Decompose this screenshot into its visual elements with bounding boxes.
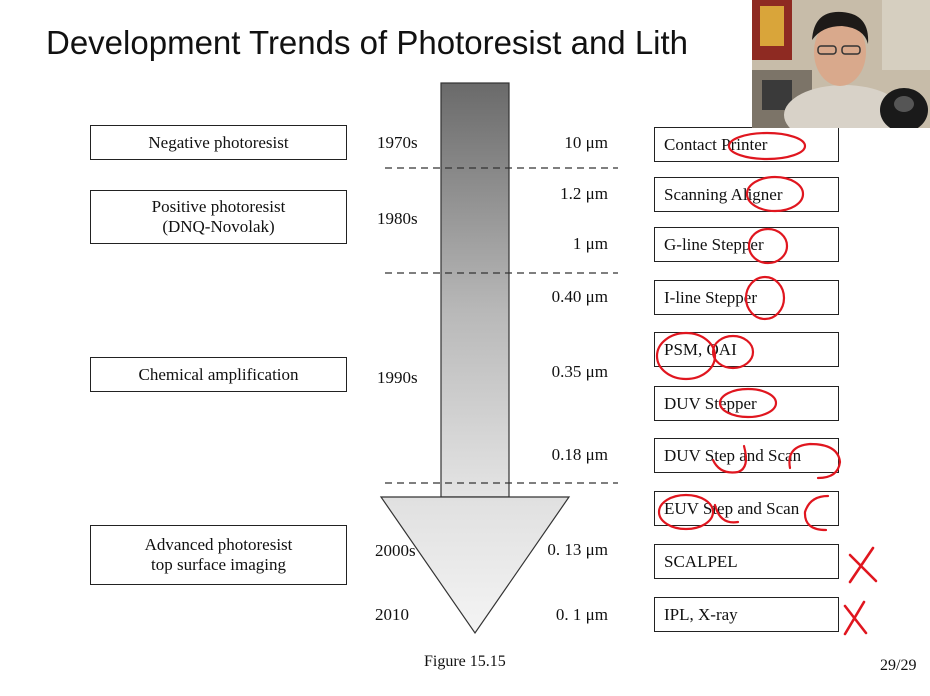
tool-box: DUV Stepper bbox=[654, 386, 839, 421]
annotation-circle bbox=[727, 131, 807, 161]
annotation-circle bbox=[747, 227, 789, 265]
feature-size: 0.18 μm bbox=[551, 445, 608, 464]
resist-box-negative: Negative photoresist bbox=[90, 125, 347, 160]
resist-box-positive: Positive photoresist (DNQ-Novolak) bbox=[90, 190, 347, 244]
tool-label: SCALPEL bbox=[664, 551, 738, 571]
annotation-circle bbox=[655, 331, 717, 381]
resist-label-sub: (DNQ-Novolak) bbox=[162, 217, 275, 236]
tool-box: IPL, X-ray bbox=[654, 597, 839, 632]
decade-label: 1980s bbox=[377, 209, 418, 228]
tool-label: Scanning Aligner bbox=[664, 184, 783, 204]
annotation-circle bbox=[711, 334, 755, 370]
annotation-circle bbox=[745, 175, 805, 213]
annotation-stroke bbox=[711, 444, 748, 474]
feature-size: 1.2 μm bbox=[560, 184, 608, 203]
tool-box: EUV Step and Scan bbox=[654, 491, 839, 526]
feature-size: 1 μm bbox=[572, 234, 608, 253]
resist-label: Negative photoresist bbox=[148, 132, 289, 152]
tool-box: SCALPEL bbox=[654, 544, 839, 579]
feature-size: 0. 13 μm bbox=[547, 540, 608, 559]
feature-size: 0.35 μm bbox=[551, 362, 608, 381]
tool-label: EUV Step and Scan bbox=[664, 498, 800, 518]
tool-label: I-line Stepper bbox=[664, 287, 757, 307]
feature-size: 0.40 μm bbox=[551, 287, 608, 306]
arrow-head bbox=[379, 496, 571, 635]
feature-size: 0. 1 μm bbox=[555, 605, 608, 624]
annotation-circle bbox=[718, 387, 778, 419]
page-number: 29/29 bbox=[880, 657, 917, 674]
resist-label-sub: top surface imaging bbox=[150, 555, 286, 574]
resist-box-chemical: Chemical amplification bbox=[90, 357, 347, 392]
tool-box: Scanning Aligner bbox=[654, 177, 839, 212]
arrow-shaft bbox=[440, 82, 510, 498]
resist-label: Chemical amplification bbox=[138, 364, 299, 384]
annotation-circle bbox=[657, 493, 715, 531]
annotation-stroke bbox=[788, 442, 842, 480]
annotation-stroke bbox=[803, 494, 830, 532]
tool-box: I-line Stepper bbox=[654, 280, 839, 315]
annotation-x-mark bbox=[843, 600, 868, 636]
resist-label: Advanced photoresist bbox=[144, 535, 293, 554]
decade-label: 2010 bbox=[375, 605, 409, 624]
resist-label: Positive photoresist bbox=[151, 197, 286, 216]
tool-box: PSM, OAI bbox=[654, 332, 839, 367]
resist-box-advanced: Advanced photoresist top surface imaging bbox=[90, 525, 347, 585]
annotation-stroke bbox=[713, 503, 740, 524]
feature-size: 10 μm bbox=[564, 133, 608, 152]
tool-box: G-line Stepper bbox=[654, 227, 839, 262]
webcam-overlay bbox=[752, 0, 930, 128]
annotation-marks bbox=[655, 131, 878, 636]
annotation-x-mark bbox=[848, 546, 878, 584]
tool-label: PSM, OAI bbox=[664, 339, 737, 359]
annotation-circle bbox=[744, 275, 786, 321]
tool-box: Contact Printer bbox=[654, 127, 839, 162]
slide-title: Development Trends of Photoresist and Li… bbox=[46, 24, 689, 61]
tool-label: DUV Step and Scan bbox=[664, 445, 802, 465]
decade-label: 1990s bbox=[377, 368, 418, 387]
decade-label: 1970s bbox=[377, 133, 418, 152]
tool-label: Contact Printer bbox=[664, 134, 768, 154]
presenter-video-icon bbox=[752, 0, 930, 128]
tool-label: G-line Stepper bbox=[664, 234, 764, 254]
figure-caption: Figure 15.15 bbox=[424, 653, 506, 670]
tool-label: IPL, X-ray bbox=[664, 604, 738, 624]
tool-label: DUV Stepper bbox=[664, 393, 757, 413]
decade-label: 2000s bbox=[375, 541, 416, 560]
